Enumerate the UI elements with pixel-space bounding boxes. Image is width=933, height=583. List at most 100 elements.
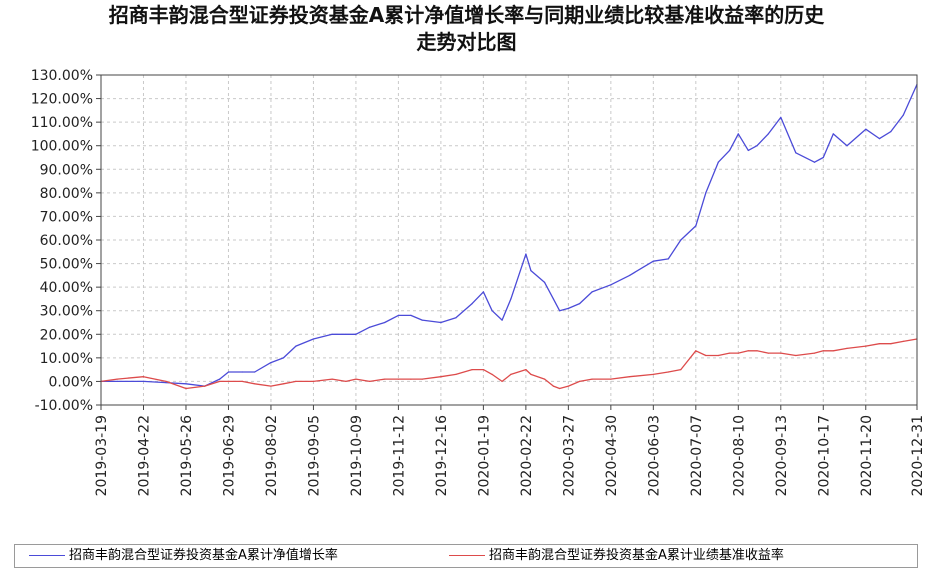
- data-point: [331, 333, 333, 335]
- data-point: [165, 380, 167, 382]
- x-tick-label: 2019-10-09: [349, 415, 365, 496]
- y-tick-label: 60.00%: [40, 233, 93, 249]
- x-tick-label: 2019-06-29: [221, 415, 237, 496]
- data-point: [530, 270, 532, 272]
- chart-title-line2: 走势对比图: [416, 30, 517, 54]
- data-point: [397, 314, 399, 316]
- data-point: [384, 321, 386, 324]
- data-point: [501, 380, 503, 382]
- data-point: [591, 291, 593, 293]
- data-point: [219, 380, 221, 382]
- data-point: [846, 145, 848, 147]
- data-point: [204, 385, 206, 387]
- y-tick-label: 120.00%: [31, 92, 93, 108]
- data-point: [737, 352, 739, 354]
- data-point: [890, 131, 892, 133]
- data-point: [890, 343, 892, 345]
- legend-swatch-benchmark: [449, 555, 485, 556]
- data-point: [510, 373, 512, 375]
- data-point: [440, 376, 442, 378]
- x-tick-label: 2020-09-13: [774, 415, 790, 496]
- data-point: [559, 310, 561, 312]
- data-point: [270, 362, 272, 364]
- data-point: [530, 373, 532, 375]
- data-point: [227, 371, 230, 373]
- data-point: [482, 291, 484, 293]
- data-point: [421, 378, 423, 380]
- data-point: [471, 369, 473, 371]
- y-tick-label: 90.00%: [40, 162, 93, 178]
- y-tick-label: 20.00%: [40, 327, 93, 343]
- data-point: [680, 239, 682, 241]
- data-point: [717, 161, 719, 163]
- x-tick-label: 2020-10-17: [816, 415, 832, 496]
- x-axis-ticks: 2019-03-19 2019-04-22 2019-05-26 2019-06-29…: [94, 405, 926, 496]
- x-tick-label: 2020-08-10: [731, 415, 747, 496]
- data-point: [680, 369, 682, 371]
- data-point: [767, 352, 769, 354]
- plot-frame: [100, 74, 918, 406]
- data-point: [440, 321, 442, 324]
- data-point: [282, 357, 284, 359]
- y-tick-label: 110.00%: [31, 115, 93, 131]
- data-point: [865, 128, 867, 130]
- data-point: [282, 383, 284, 385]
- data-point: [331, 378, 333, 380]
- y-tick-label: -10.00%: [35, 398, 93, 414]
- data-point: [544, 281, 546, 283]
- data-point: [482, 369, 484, 371]
- data-point: [629, 376, 631, 378]
- data-point: [813, 352, 816, 354]
- data-point: [142, 380, 145, 382]
- data-point: [846, 347, 848, 349]
- data-point: [397, 378, 399, 380]
- data-point: [667, 258, 669, 260]
- data-point: [552, 385, 555, 387]
- data-point: [312, 380, 314, 382]
- data-point: [345, 333, 347, 335]
- x-tick-label: 2020-01-19: [476, 415, 492, 496]
- data-point: [544, 378, 546, 380]
- data-point: [832, 133, 834, 135]
- data-point: [116, 380, 118, 382]
- y-tick-label: 50.00%: [40, 257, 93, 273]
- data-point: [780, 116, 782, 118]
- data-point: [410, 314, 412, 316]
- data-point: [295, 345, 297, 347]
- data-point: [695, 350, 697, 352]
- series-lines: [100, 83, 918, 390]
- data-point: [116, 378, 118, 380]
- x-tick-label: 2020-06-03: [646, 415, 662, 496]
- data-point: [567, 385, 570, 387]
- chart-title: 招商丰韵混合型证券投资基金A累计净值增长率与同期业绩比较基准收益率的历史 走势对…: [0, 2, 933, 56]
- data-point: [756, 145, 758, 147]
- data-point: [241, 380, 243, 382]
- data-point: [878, 343, 881, 345]
- data-point: [579, 380, 581, 382]
- data-point: [747, 350, 749, 352]
- data-point: [510, 298, 512, 300]
- data-point: [795, 354, 797, 357]
- x-tick-label: 2019-04-22: [136, 415, 152, 496]
- legend-swatch-fund: [29, 555, 65, 556]
- y-tick-label: 40.00%: [40, 280, 93, 296]
- data-point: [142, 376, 145, 378]
- x-tick-label: 2019-11-12: [391, 415, 407, 496]
- x-tick-label: 2020-02-22: [519, 415, 535, 496]
- data-point: [747, 149, 749, 151]
- legend-label-fund: 招商丰韵混合型证券投资基金A累计净值增长率: [69, 548, 338, 563]
- data-point: [767, 133, 769, 135]
- legend: 招商丰韵混合型证券投资基金A累计净值增长率 招商丰韵混合型证券投资基金A累计业绩…: [14, 544, 918, 568]
- data-point: [254, 371, 256, 373]
- data-point: [552, 298, 555, 300]
- data-point: [355, 378, 357, 380]
- y-axis-ticks: -10.00% 0.00% 10.00% 20.00% 30.00% 40.00% 50.0…: [31, 68, 101, 414]
- data-point: [241, 371, 243, 373]
- x-tick-label: 2020-07-07: [689, 415, 705, 496]
- data-point: [559, 387, 561, 390]
- data-point: [345, 380, 347, 382]
- x-tick-label: 2019-08-02: [264, 415, 280, 496]
- data-point: [705, 354, 707, 357]
- data-point: [629, 274, 631, 276]
